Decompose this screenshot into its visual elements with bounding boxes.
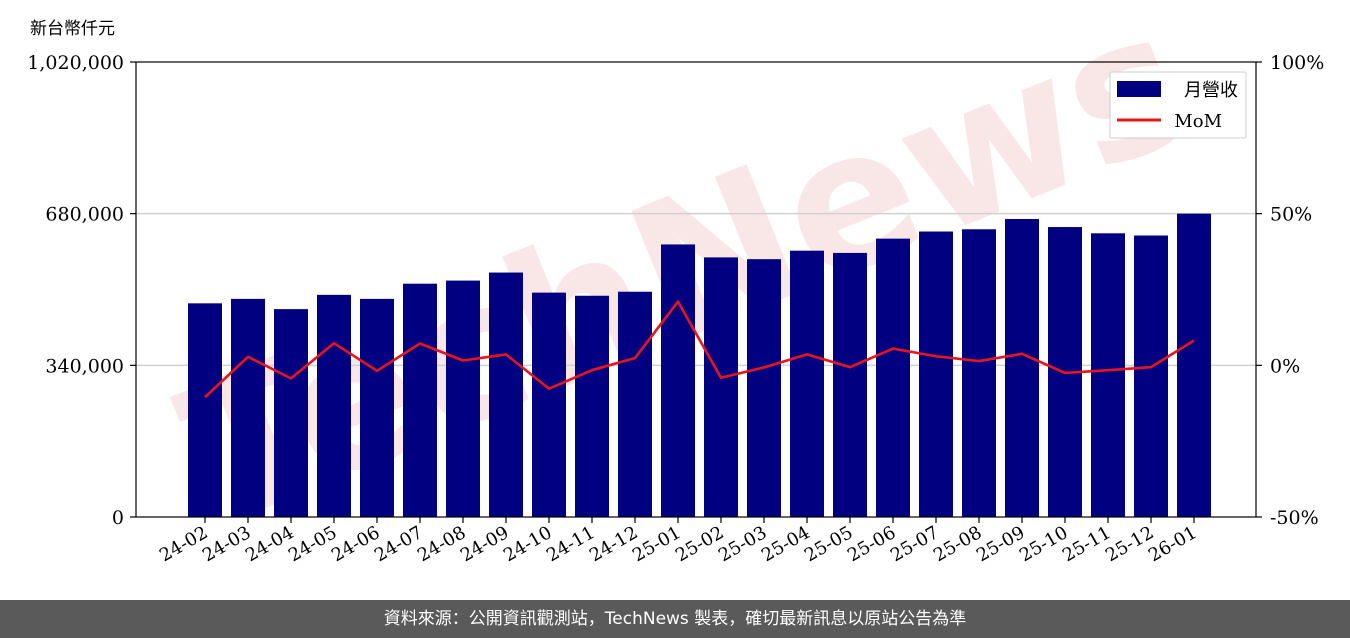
revenue-bar (661, 244, 695, 517)
left-tick-label: 680,000 (45, 204, 124, 226)
revenue-bar (876, 238, 910, 517)
x-tick-label: 24-08 (414, 522, 469, 566)
revenue-bar (188, 303, 222, 517)
revenue-bar (747, 259, 781, 517)
x-tick-label: 24-02 (156, 522, 211, 566)
revenue-bar (532, 292, 566, 517)
legend-bar-swatch (1117, 81, 1161, 97)
legend: 月營收 MoM (1109, 71, 1247, 139)
x-tick-label: 24-09 (457, 522, 512, 566)
left-tick-label: 1,020,000 (27, 52, 124, 74)
x-tick-label: 25-08 (930, 522, 985, 566)
legend-label-mom: MoM (1174, 111, 1222, 132)
revenue-bar (1134, 235, 1168, 517)
revenue-bar (1177, 213, 1211, 517)
right-tick-label: 50% (1270, 204, 1312, 226)
bar-series (188, 213, 1211, 518)
revenue-bar (618, 291, 652, 517)
x-tick-label: 25-03 (715, 522, 770, 566)
revenue-bar (962, 229, 996, 517)
right-tick-label: 0% (1270, 355, 1300, 377)
unit-label: 新台幣仟元 (30, 19, 115, 39)
right-axis: -50% 0% 50% 100% (1256, 52, 1324, 529)
plot-frame (135, 61, 1257, 518)
revenue-bar (274, 309, 308, 517)
source-footer: 資料來源：公開資訊觀測站，TechNews 製表，確切最新訊息以原站公告為準 (0, 600, 1350, 638)
revenue-bar (446, 280, 480, 517)
x-tick-label: 25-10 (1016, 522, 1071, 566)
revenue-bar (403, 283, 437, 517)
revenue-bar (790, 250, 824, 518)
revenue-bar (575, 295, 609, 517)
x-tick-label: 24-10 (500, 522, 555, 566)
x-tick-label: 24-06 (328, 522, 383, 566)
x-tick-label: 24-12 (586, 522, 641, 566)
revenue-bar (489, 272, 523, 517)
revenue-bar (231, 298, 265, 517)
mom-line (204, 300, 1195, 399)
right-tick-label: 100% (1270, 52, 1324, 74)
revenue-bar (1091, 233, 1125, 517)
x-tick-label: 25-04 (758, 522, 813, 566)
x-tick-label: 25-07 (887, 522, 942, 566)
left-axis: 0 340,000 680,000 1,020,000 (27, 52, 136, 529)
x-tick-label: 26-01 (1145, 522, 1200, 566)
left-tick-label: 0 (112, 507, 124, 529)
legend-label-revenue: 月營收 (1184, 80, 1238, 101)
x-tick-label: 25-06 (844, 522, 899, 566)
revenue-bar (360, 298, 394, 517)
x-tick-label: 25-12 (1102, 522, 1157, 566)
x-tick-label: 25-11 (1059, 522, 1114, 566)
x-tick-label: 25-02 (672, 522, 727, 566)
revenue-bar (704, 257, 738, 517)
x-tick-label: 25-09 (973, 522, 1028, 566)
left-tick-label: 340,000 (45, 355, 124, 377)
x-tick-label: 24-07 (371, 522, 426, 566)
revenue-bar (1005, 219, 1039, 518)
mom-line-series (204, 300, 1195, 399)
revenue-bar (919, 231, 953, 517)
right-tick-label: -50% (1270, 507, 1319, 529)
revenue-bar (833, 252, 867, 517)
revenue-bar (317, 294, 351, 517)
x-tick-label: 25-05 (801, 522, 856, 566)
x-tick-label: 25-01 (629, 522, 684, 566)
x-tick-label: 24-11 (543, 522, 598, 566)
